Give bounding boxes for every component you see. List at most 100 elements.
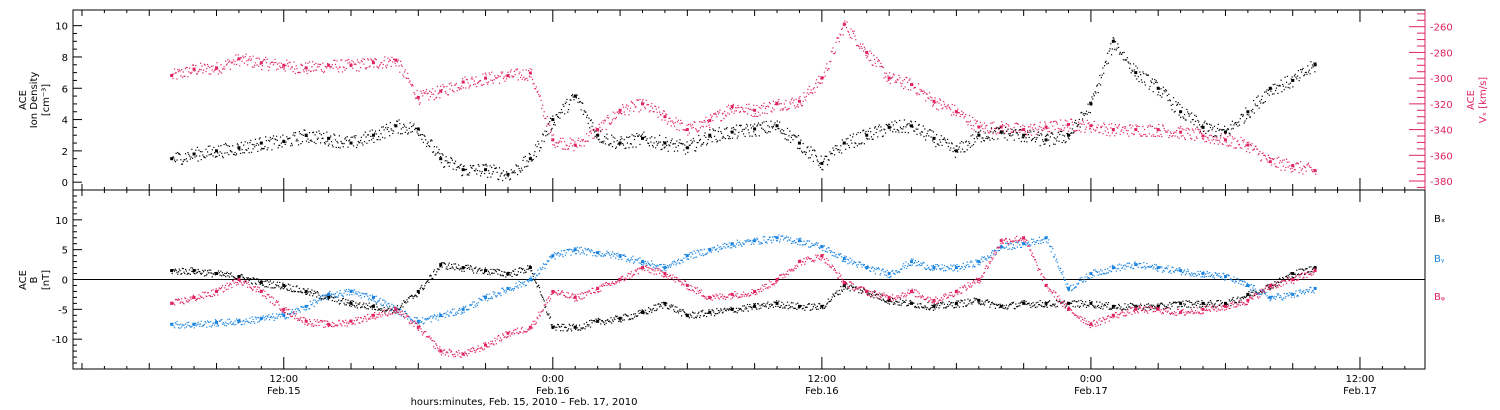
data-dot [1312,66,1314,68]
data-dot [1243,122,1245,124]
data-dot [324,297,326,299]
data-dot [1094,91,1096,93]
data-dot [274,58,276,61]
data-dot [1164,91,1166,93]
data-dot [367,134,369,136]
data-dot [655,108,658,110]
data-dot [1302,67,1304,70]
data-dot [515,164,517,166]
data-dot [246,278,249,280]
data-dot [743,305,745,307]
data-dot [241,60,243,62]
data-dot [845,283,847,285]
data-dot [1289,168,1292,170]
data-dot [772,306,774,308]
data-dot [808,303,810,305]
data-dot [442,84,444,86]
data-dot [682,143,684,145]
data-dot [344,304,346,306]
data-dot [1146,135,1148,137]
data-dot [1255,290,1257,292]
data-dot [1109,48,1111,50]
data-dot [378,65,381,67]
data-dot [1216,300,1218,302]
data-point [618,141,622,145]
data-dot [859,43,862,45]
data-dot [802,142,804,145]
data-dot [433,99,435,101]
data-dot [542,296,544,298]
data-dot [243,277,245,279]
data-dot [774,122,776,124]
data-dot [613,117,615,120]
data-dot [571,94,574,96]
data-dot [703,135,705,137]
data-dot [400,60,402,62]
data-dot [575,328,577,331]
data-dot [1093,95,1095,97]
data-dot [403,300,405,302]
data-dot [236,143,238,145]
data-dot [439,152,441,155]
data-dot [710,136,712,139]
data-dot [173,325,175,327]
data-dot [175,269,177,271]
data-dot [976,120,978,123]
data-dot [1151,306,1153,308]
data-dot [409,295,411,298]
data-dot [790,103,792,105]
data-dot [520,267,523,269]
data-dot [1168,136,1170,139]
data-dot [750,108,752,110]
data-dot [507,71,509,73]
data-dot [1031,305,1033,307]
data-dot [243,152,246,154]
data-dot [1293,168,1296,171]
data-dot [408,127,410,129]
data-dot [878,124,880,126]
data-dot [371,129,373,131]
data-dot [1237,296,1239,298]
data-dot [406,299,408,301]
data-dot [1300,268,1302,270]
data-dot [491,71,493,73]
data-dot [194,156,196,158]
data-dot [254,64,256,66]
data-dot [713,113,716,115]
data-point [282,283,286,287]
data-dot [1107,303,1109,306]
data-dot [645,312,647,314]
data-point [865,50,869,54]
data-dot [311,66,313,68]
data-dot [877,59,880,61]
data-dot [272,281,275,283]
data-dot [1297,273,1299,275]
data-dot [1068,138,1070,140]
data-dot [933,303,935,305]
data-dot [553,325,555,327]
data-dot [537,285,539,287]
data-dot [662,307,664,309]
data-dot [268,139,270,142]
data-dot [376,65,378,68]
data-dot [1161,302,1163,305]
data-dot [1227,145,1230,148]
data-dot [673,310,676,313]
data-dot [704,121,706,123]
data-dot [830,300,832,302]
data-dot [216,325,218,327]
data-dot [212,273,214,275]
data-dot [444,160,446,162]
data-dot [1302,173,1304,175]
data-dot [374,130,377,132]
data-dot [1195,304,1197,307]
data-dot [673,123,675,125]
data-dot [1023,129,1025,131]
data-dot [590,319,592,321]
data-dot [1007,123,1009,126]
data-dot [1282,165,1285,167]
data-point [461,168,465,172]
data-dot [1070,132,1073,134]
data-dot [780,102,782,105]
data-dot [186,273,188,275]
